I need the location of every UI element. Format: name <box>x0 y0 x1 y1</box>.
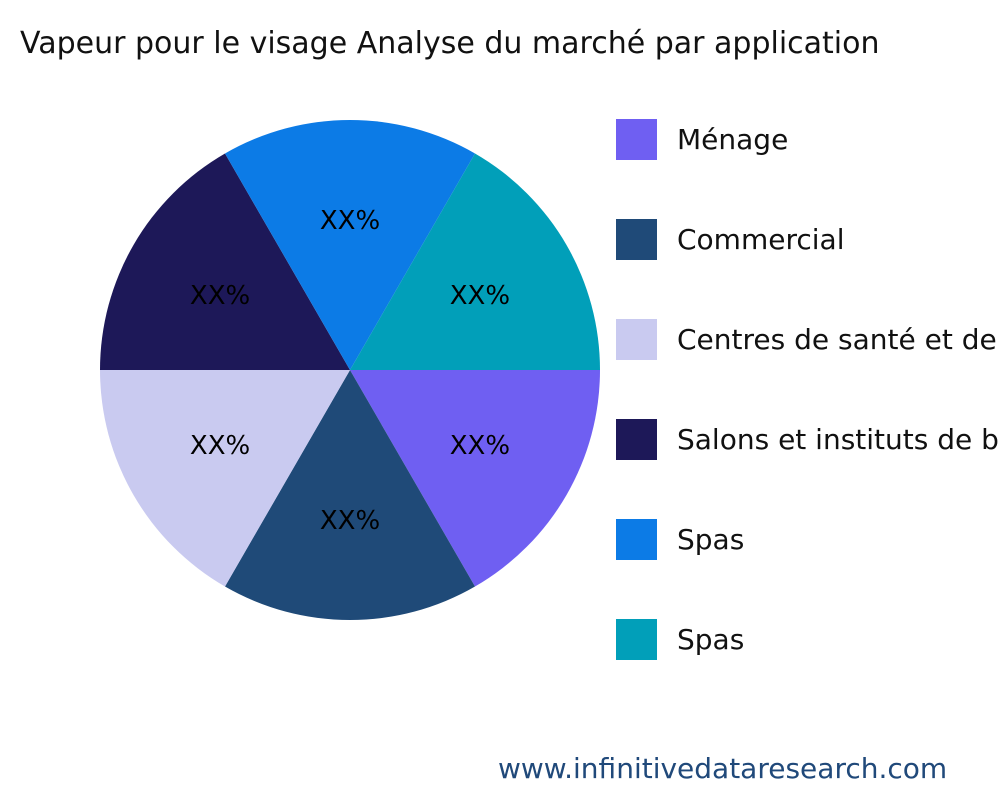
slice-data-label: XX% <box>190 431 250 461</box>
footer-url: www.infinitivedataresearch.com <box>498 752 948 785</box>
slice-data-label: XX% <box>320 206 380 236</box>
slice-data-label: XX% <box>320 506 380 536</box>
pie-slice <box>100 153 350 370</box>
pie-slice <box>100 370 350 587</box>
legend-swatch <box>616 419 657 460</box>
legend-swatch <box>616 519 657 560</box>
legend-swatch <box>616 319 657 360</box>
legend-label: Spas <box>677 623 745 656</box>
pie-slice <box>225 119 475 370</box>
pie-slice <box>225 370 475 620</box>
slice-data-label: XX% <box>450 431 510 461</box>
legend-label: Centres de santé et de <box>677 323 997 356</box>
legend-item: Salons et instituts de b <box>616 419 999 460</box>
legend-item: Centres de santé et de <box>616 319 997 360</box>
legend-item: Ménage <box>616 119 788 160</box>
legend-item: Commercial <box>616 219 844 260</box>
pie-slice <box>350 153 600 370</box>
legend-label: Ménage <box>677 123 789 156</box>
legend-label: Commercial <box>677 223 845 256</box>
legend-swatch <box>616 219 657 260</box>
legend-item: Spas <box>616 619 744 660</box>
slice-data-label: XX% <box>190 281 250 311</box>
legend-label: Salons et instituts de b <box>677 423 999 456</box>
pie-slice <box>350 370 600 587</box>
legend-swatch <box>616 619 657 660</box>
legend-item: Spas <box>616 519 744 560</box>
legend-label: Spas <box>677 523 745 556</box>
legend-swatch <box>616 119 657 160</box>
chart-title: Vapeur pour le visage Analyse du marché … <box>20 26 880 61</box>
slice-data-label: XX% <box>450 281 510 311</box>
